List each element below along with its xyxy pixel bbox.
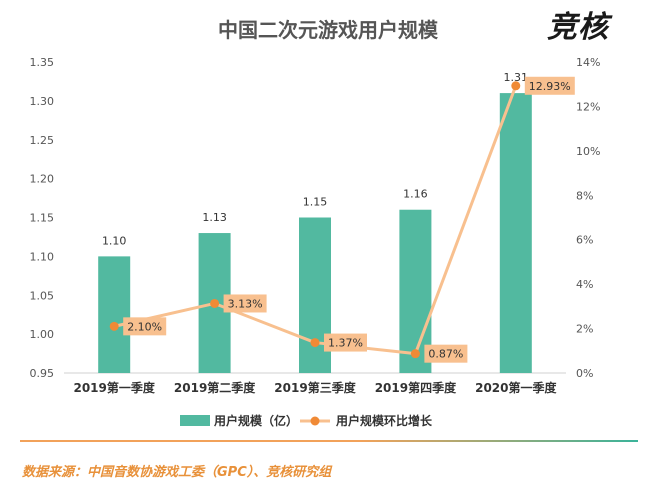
- point-label-background: [223, 294, 267, 313]
- y-left-tick-label: 1.35: [30, 56, 55, 69]
- bar: [98, 256, 131, 373]
- legend-label-bars: 用户规模（亿）: [213, 413, 298, 428]
- x-tick-label: 2020第一季度: [475, 380, 557, 395]
- x-tick-label: 2019第一季度: [73, 380, 155, 395]
- y-right-tick-label: 12%: [576, 100, 600, 113]
- point-label-background: [324, 333, 367, 352]
- y-right-tick-label: 4%: [576, 278, 593, 291]
- y-left-tick-label: 0.95: [30, 367, 55, 380]
- y-left-tick-label: 1.15: [30, 212, 55, 225]
- y-left-tick-label: 1.05: [30, 289, 55, 302]
- bar-value-label: 1.10: [102, 234, 127, 247]
- y-right-tick-label: 0%: [576, 367, 593, 380]
- line-marker: [310, 338, 320, 348]
- x-tick-label: 2019第四季度: [375, 380, 457, 395]
- y-left-tick-label: 1.00: [30, 328, 55, 341]
- bar: [499, 93, 532, 373]
- y-left-tick-label: 1.20: [30, 173, 55, 186]
- bar-value-label: 1.15: [303, 196, 328, 209]
- point-label-background: [524, 76, 575, 95]
- line-marker: [511, 81, 521, 91]
- y-right-tick-label: 14%: [576, 56, 600, 69]
- footer-divider: [20, 440, 638, 442]
- y-left-tick-label: 1.30: [30, 95, 55, 108]
- x-tick-label: 2019第二季度: [174, 380, 256, 395]
- bar-value-label: 1.13: [202, 211, 227, 224]
- point-label-background: [123, 317, 167, 336]
- bar-value-label: 1.16: [403, 188, 428, 201]
- data-source: 数据来源：中国音数协游戏工委（GPC）、竞核研究组: [22, 465, 332, 480]
- combo-chart: 0.95 1.00 1.05 1.10 1.15 1.20 1.25 1.30 1.35 0% 2%…: [30, 56, 601, 428]
- legend-swatch-marker: [310, 416, 320, 426]
- y-left-tick-label: 1.10: [30, 250, 55, 263]
- y-right-tick-label: 6%: [576, 234, 593, 247]
- point-label-background: [424, 344, 468, 363]
- point-value-label: 2.10%: [127, 320, 162, 333]
- y-right-tick-label: 8%: [576, 189, 593, 202]
- x-tick-label: 2019第三季度: [274, 380, 356, 395]
- point-value-label: 3.13%: [228, 297, 263, 310]
- point-value-label: 0.87%: [428, 348, 463, 361]
- line-marker: [210, 298, 220, 308]
- point-value-label: 12.93%: [529, 80, 571, 93]
- legend-swatch-bars: [180, 415, 210, 426]
- chart-title: 中国二次元游戏用户规模: [218, 18, 438, 42]
- brand-logo: 竞核: [547, 10, 609, 45]
- point-value-label: 1.37%: [328, 337, 363, 350]
- y-right-tick-label: 2%: [576, 323, 593, 336]
- y-right-tick-label: 10%: [576, 145, 600, 158]
- bar-value-label: 1.31: [504, 71, 529, 84]
- y-left-tick-label: 1.25: [30, 134, 55, 147]
- line-marker: [410, 349, 420, 359]
- line-marker: [109, 321, 119, 331]
- legend-label-line: 用户规模环比增长: [335, 413, 433, 428]
